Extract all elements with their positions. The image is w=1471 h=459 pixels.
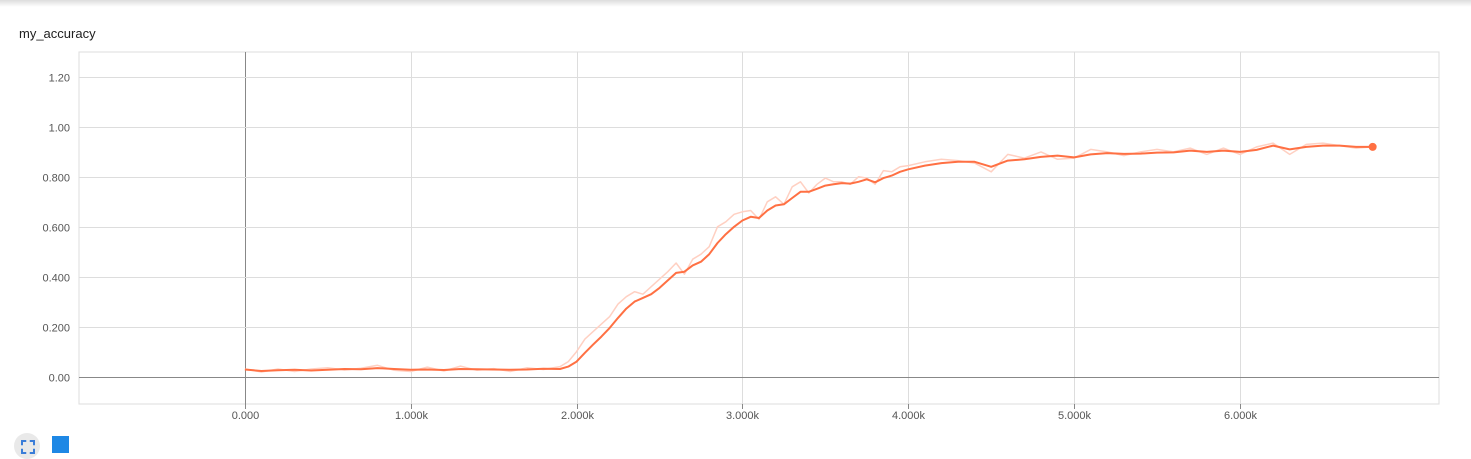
y-tick-label: 0.600 (42, 223, 70, 235)
x-tick-label: 5.000k (1058, 410, 1092, 422)
y-tick-label: 1.00 (49, 123, 70, 135)
chart-title: my_accuracy (19, 26, 96, 41)
y-tick-label: 0.400 (42, 273, 70, 285)
x-tick-label: 3.000k (726, 410, 760, 422)
x-tick-label: 1.000k (395, 410, 429, 422)
toggle-y-axis-icon[interactable] (52, 436, 69, 453)
line-chart[interactable]: 0.000 1.000k 2.000k 3.000k 4.000k 5.000k 6.000… (0, 0, 1471, 441)
x-tick-label: 2.000k (561, 410, 595, 422)
x-tick-label: 6.000k (1224, 410, 1258, 422)
fit-to-data-icon[interactable] (14, 433, 40, 459)
header-shadow (0, 0, 1471, 7)
last-point-marker (1368, 142, 1377, 151)
y-tick-label: 0.800 (42, 173, 70, 185)
x-tick-label: 4.000k (892, 410, 926, 422)
smoothed-series-line (244, 144, 1373, 372)
y-tick-label: 0.200 (42, 323, 70, 335)
y-tick-label: 1.20 (49, 73, 70, 85)
chart-controls (14, 433, 94, 459)
y-tick-label: 0.00 (49, 373, 70, 385)
x-tick-label: 0.000 (232, 410, 260, 422)
